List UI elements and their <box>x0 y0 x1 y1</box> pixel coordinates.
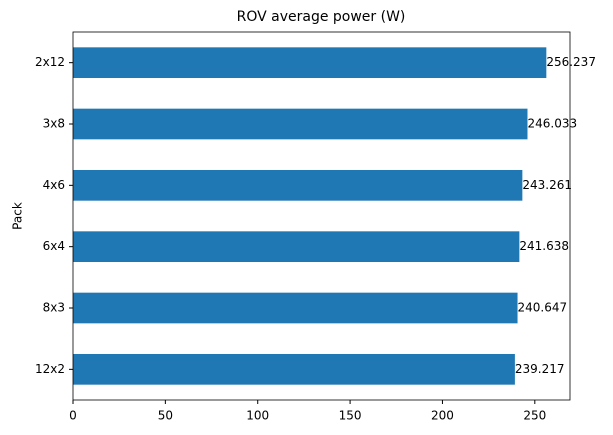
y-axis-label: Pack <box>11 202 25 230</box>
plot-frame <box>72 31 571 401</box>
chart-title: ROV average power (W) <box>237 9 406 25</box>
value-label: 240.647 <box>518 301 568 315</box>
x-tick-label: 50 <box>158 409 173 423</box>
y-tick-label: 4x6 <box>43 178 65 192</box>
x-tick-label: 100 <box>246 409 269 423</box>
value-label: 246.033 <box>527 117 577 131</box>
y-tick-label: 12x2 <box>35 362 65 376</box>
x-tick-label: 250 <box>523 409 546 423</box>
bar <box>73 170 523 201</box>
bar <box>73 47 547 78</box>
y-tick-label: 8x3 <box>43 301 65 315</box>
value-label: 256.237 <box>546 55 596 69</box>
bar <box>73 108 528 140</box>
bar <box>73 292 518 324</box>
x-tick-label: 150 <box>339 409 362 423</box>
x-tick-label: 0 <box>69 409 77 423</box>
value-label: 239.217 <box>515 362 565 376</box>
value-label: 243.261 <box>522 178 572 192</box>
x-tick-label: 200 <box>431 409 454 423</box>
y-tick-label: 3x8 <box>43 117 65 131</box>
bar <box>73 354 515 385</box>
value-label: 241.638 <box>519 239 569 253</box>
bar <box>73 231 520 262</box>
y-tick-label: 2x12 <box>35 55 65 69</box>
y-tick-label: 6x4 <box>43 239 65 253</box>
